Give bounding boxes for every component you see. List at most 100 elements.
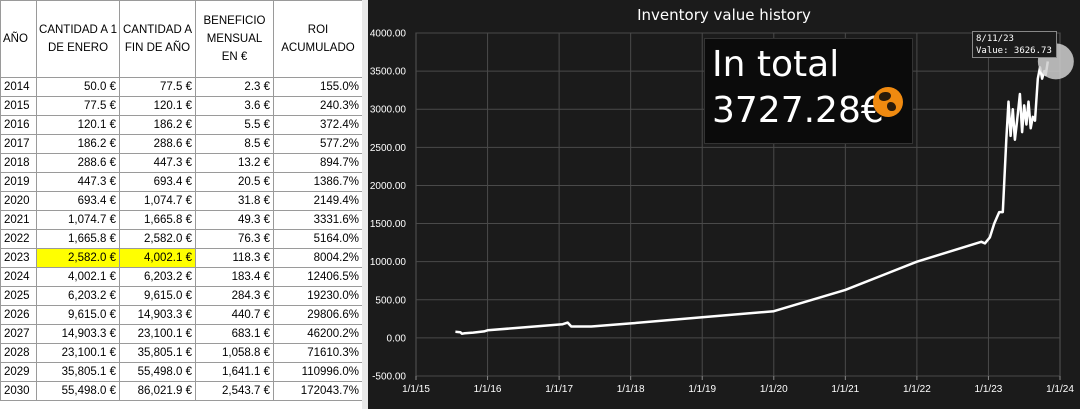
cell-year[interactable]: 2024 bbox=[0, 267, 37, 287]
header-end-amount[interactable]: CANTIDAD A FIN DE AÑO bbox=[119, 0, 196, 78]
cell-monthly-profit[interactable]: 440.7 € bbox=[195, 305, 274, 325]
cell-start-amount[interactable]: 6,203.2 € bbox=[36, 286, 120, 306]
cell-year[interactable]: 2014 bbox=[0, 77, 37, 97]
cell-end-amount[interactable]: 4,002.1 € bbox=[119, 248, 196, 268]
cell-monthly-profit[interactable]: 118.3 € bbox=[195, 248, 274, 268]
cell-start-amount[interactable]: 2,582.0 € bbox=[36, 248, 120, 268]
cell-roi[interactable]: 240.3% bbox=[273, 96, 363, 116]
cell-roi[interactable]: 1386.7% bbox=[273, 172, 363, 192]
cell-end-amount[interactable]: 86,021.9 € bbox=[119, 381, 196, 401]
cell-monthly-profit[interactable]: 1,058.8 € bbox=[195, 343, 274, 363]
cell-end-amount[interactable]: 120.1 € bbox=[119, 96, 196, 116]
x-tick-label: 1/1/18 bbox=[617, 384, 645, 395]
cell-start-amount[interactable]: 35,805.1 € bbox=[36, 362, 120, 382]
cell-end-amount[interactable]: 186.2 € bbox=[119, 115, 196, 135]
cell-roi[interactable]: 2149.4% bbox=[273, 191, 363, 211]
cell-end-amount[interactable]: 693.4 € bbox=[119, 172, 196, 192]
cell-roi[interactable]: 8004.2% bbox=[273, 248, 363, 268]
cell-start-amount[interactable]: 55,498.0 € bbox=[36, 381, 120, 401]
cell-start-amount[interactable]: 693.4 € bbox=[36, 191, 120, 211]
cell-monthly-profit[interactable]: 31.8 € bbox=[195, 191, 274, 211]
cell-start-amount[interactable]: 77.5 € bbox=[36, 96, 120, 116]
cell-monthly-profit[interactable]: 20.5 € bbox=[195, 172, 274, 192]
cell-end-amount[interactable]: 2,582.0 € bbox=[119, 229, 196, 249]
table-row: 2021 1,074.7 €1,665.8 €49.3 €3331.6% bbox=[0, 210, 363, 230]
cell-monthly-profit[interactable]: 5.5 € bbox=[195, 115, 274, 135]
cell-year[interactable]: 2028 bbox=[0, 343, 37, 363]
cell-roi[interactable]: 172043.7% bbox=[273, 381, 363, 401]
cell-start-amount[interactable]: 447.3 € bbox=[36, 172, 120, 192]
cell-end-amount[interactable]: 55,498.0 € bbox=[119, 362, 196, 382]
cell-end-amount[interactable]: 14,903.3 € bbox=[119, 305, 196, 325]
cell-roi[interactable]: 110996.0% bbox=[273, 362, 363, 382]
cell-start-amount[interactable]: 186.2 € bbox=[36, 134, 120, 154]
cell-start-amount[interactable]: 14,903.3 € bbox=[36, 324, 120, 344]
cell-roi[interactable]: 19230.0% bbox=[273, 286, 363, 306]
cell-end-amount[interactable]: 288.6 € bbox=[119, 134, 196, 154]
cell-roi[interactable]: 3331.6% bbox=[273, 210, 363, 230]
y-tick-label: -500.00 bbox=[372, 372, 406, 383]
cell-end-amount[interactable]: 447.3 € bbox=[119, 153, 196, 173]
cell-monthly-profit[interactable]: 8.5 € bbox=[195, 134, 274, 154]
cell-roi[interactable]: 577.2% bbox=[273, 134, 363, 154]
cell-start-amount[interactable]: 4,002.1 € bbox=[36, 267, 120, 287]
cell-year[interactable]: 2030 bbox=[0, 381, 37, 401]
cell-year[interactable]: 2022 bbox=[0, 229, 37, 249]
y-tick-label: 1000.00 bbox=[370, 257, 407, 268]
cell-roi[interactable]: 372.4% bbox=[273, 115, 363, 135]
cell-end-amount[interactable]: 6,203.2 € bbox=[119, 267, 196, 287]
cell-start-amount[interactable]: 288.6 € bbox=[36, 153, 120, 173]
cell-monthly-profit[interactable]: 683.1 € bbox=[195, 324, 274, 344]
cell-end-amount[interactable]: 1,665.8 € bbox=[119, 210, 196, 230]
cell-roi[interactable]: 894.7% bbox=[273, 153, 363, 173]
cell-roi[interactable]: 5164.0% bbox=[273, 229, 363, 249]
cell-monthly-profit[interactable]: 1,641.1 € bbox=[195, 362, 274, 382]
header-start-amount[interactable]: CANTIDAD A 1 DE ENERO bbox=[36, 0, 120, 78]
cell-year[interactable]: 2017 bbox=[0, 134, 37, 154]
cell-start-amount[interactable]: 50.0 € bbox=[36, 77, 120, 97]
cell-year[interactable]: 2016 bbox=[0, 115, 37, 135]
cell-end-amount[interactable]: 1,074.7 € bbox=[119, 191, 196, 211]
table-row: 2014 50.0 €77.5 €2.3 €155.0% bbox=[0, 77, 363, 97]
tooltip-date: 8/11/23 bbox=[976, 34, 1014, 44]
cell-roi[interactable]: 29806.6% bbox=[273, 305, 363, 325]
cell-monthly-profit[interactable]: 2.3 € bbox=[195, 77, 274, 97]
header-monthly-profit[interactable]: BENEFICIO MENSUAL EN € bbox=[195, 0, 274, 78]
cell-roi[interactable]: 155.0% bbox=[273, 77, 363, 97]
cell-year[interactable]: 2020 bbox=[0, 191, 37, 211]
cell-start-amount[interactable]: 120.1 € bbox=[36, 115, 120, 135]
cell-year[interactable]: 2021 bbox=[0, 210, 37, 230]
x-tick-label: 1/1/24 bbox=[1046, 384, 1074, 395]
cell-monthly-profit[interactable]: 183.4 € bbox=[195, 267, 274, 287]
cell-monthly-profit[interactable]: 13.2 € bbox=[195, 153, 274, 173]
header-roi[interactable]: ROI ACUMULADO bbox=[273, 0, 363, 78]
cell-start-amount[interactable]: 23,100.1 € bbox=[36, 343, 120, 363]
cell-roi[interactable]: 12406.5% bbox=[273, 267, 363, 287]
cell-year[interactable]: 2019 bbox=[0, 172, 37, 192]
cell-monthly-profit[interactable]: 49.3 € bbox=[195, 210, 274, 230]
cell-end-amount[interactable]: 23,100.1 € bbox=[119, 324, 196, 344]
cell-monthly-profit[interactable]: 76.3 € bbox=[195, 229, 274, 249]
cell-start-amount[interactable]: 1,074.7 € bbox=[36, 210, 120, 230]
cell-monthly-profit[interactable]: 3.6 € bbox=[195, 96, 274, 116]
cell-year[interactable]: 2018 bbox=[0, 153, 37, 173]
x-tick-label: 1/1/17 bbox=[545, 384, 573, 395]
cell-year[interactable]: 2023 bbox=[0, 248, 37, 268]
cell-roi[interactable]: 71610.3% bbox=[273, 343, 363, 363]
cell-year[interactable]: 2027 bbox=[0, 324, 37, 344]
table-row: 2025 6,203.2 €9,615.0 €284.3 €19230.0% bbox=[0, 286, 363, 306]
header-year[interactable]: AÑO bbox=[0, 0, 37, 78]
cell-year[interactable]: 2025 bbox=[0, 286, 37, 306]
cell-start-amount[interactable]: 1,665.8 € bbox=[36, 229, 120, 249]
cell-roi[interactable]: 46200.2% bbox=[273, 324, 363, 344]
cell-end-amount[interactable]: 35,805.1 € bbox=[119, 343, 196, 363]
cell-end-amount[interactable]: 77.5 € bbox=[119, 77, 196, 97]
cell-year[interactable]: 2029 bbox=[0, 362, 37, 382]
x-tick-label: 1/1/22 bbox=[903, 384, 931, 395]
cell-start-amount[interactable]: 9,615.0 € bbox=[36, 305, 120, 325]
cell-monthly-profit[interactable]: 284.3 € bbox=[195, 286, 274, 306]
cell-monthly-profit[interactable]: 2,543.7 € bbox=[195, 381, 274, 401]
cell-end-amount[interactable]: 9,615.0 € bbox=[119, 286, 196, 306]
cell-year[interactable]: 2026 bbox=[0, 305, 37, 325]
cell-year[interactable]: 2015 bbox=[0, 96, 37, 116]
